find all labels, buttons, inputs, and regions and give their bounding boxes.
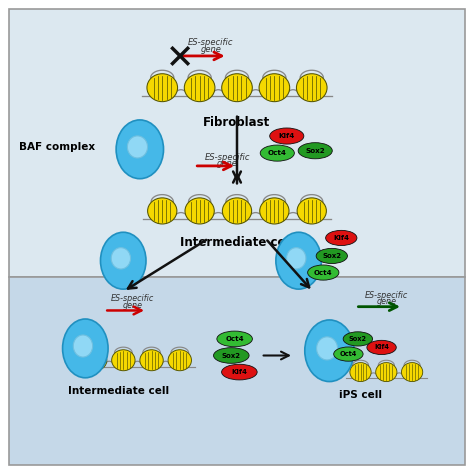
Text: Oct4: Oct4 [268, 150, 287, 156]
Ellipse shape [260, 145, 294, 161]
Ellipse shape [213, 348, 249, 364]
Ellipse shape [296, 74, 327, 101]
Ellipse shape [376, 363, 397, 382]
Ellipse shape [221, 365, 257, 380]
Text: Oct4: Oct4 [314, 270, 333, 275]
Text: Oct4: Oct4 [340, 351, 357, 357]
Text: gene: gene [376, 297, 396, 306]
Text: gene: gene [123, 301, 143, 310]
Ellipse shape [73, 335, 92, 357]
Text: ES-specific: ES-specific [111, 294, 155, 303]
Ellipse shape [276, 232, 321, 289]
Text: Intermediate cell: Intermediate cell [68, 386, 169, 396]
Ellipse shape [287, 247, 306, 269]
Text: Klf4: Klf4 [333, 235, 349, 241]
Text: Klf4: Klf4 [374, 345, 389, 350]
Text: iPS cell: iPS cell [339, 390, 382, 400]
Text: Oct4: Oct4 [225, 336, 244, 342]
Text: Intermediate cell: Intermediate cell [180, 236, 294, 248]
Text: BAF complex: BAF complex [19, 142, 95, 152]
Ellipse shape [168, 350, 191, 371]
Ellipse shape [147, 74, 178, 101]
Ellipse shape [112, 350, 135, 371]
Ellipse shape [260, 198, 289, 224]
Text: Klf4: Klf4 [231, 369, 247, 375]
Text: ES-specific: ES-specific [365, 291, 408, 300]
Ellipse shape [316, 248, 347, 264]
Text: Sox2: Sox2 [305, 148, 325, 154]
Text: Sox2: Sox2 [222, 353, 241, 358]
Ellipse shape [116, 120, 164, 179]
Ellipse shape [334, 347, 363, 361]
Ellipse shape [305, 320, 354, 382]
Ellipse shape [217, 331, 252, 347]
Ellipse shape [100, 232, 146, 289]
Text: ES-specific: ES-specific [188, 38, 234, 47]
Ellipse shape [63, 319, 108, 378]
Ellipse shape [259, 74, 290, 101]
Ellipse shape [298, 143, 332, 159]
Ellipse shape [140, 350, 163, 371]
Ellipse shape [326, 230, 357, 246]
Ellipse shape [297, 198, 327, 224]
Ellipse shape [343, 332, 373, 346]
Ellipse shape [184, 74, 215, 101]
Ellipse shape [83, 350, 107, 371]
Ellipse shape [222, 74, 252, 101]
Ellipse shape [401, 363, 423, 382]
Bar [9, 277, 465, 465]
Ellipse shape [147, 198, 177, 224]
Text: Sox2: Sox2 [349, 336, 367, 342]
Ellipse shape [270, 128, 304, 144]
Text: gene: gene [217, 159, 238, 168]
Ellipse shape [222, 198, 252, 224]
Ellipse shape [308, 265, 339, 280]
Ellipse shape [111, 247, 130, 269]
Ellipse shape [367, 340, 396, 355]
Ellipse shape [317, 337, 337, 360]
Text: Fibroblast: Fibroblast [203, 116, 271, 129]
Text: Klf4: Klf4 [279, 133, 295, 139]
Ellipse shape [350, 363, 371, 382]
Text: Sox2: Sox2 [322, 253, 341, 259]
Ellipse shape [185, 198, 214, 224]
Ellipse shape [128, 136, 147, 158]
Text: ES-specific: ES-specific [205, 153, 250, 162]
Text: gene: gene [201, 45, 221, 54]
Bar [9, 9, 465, 277]
